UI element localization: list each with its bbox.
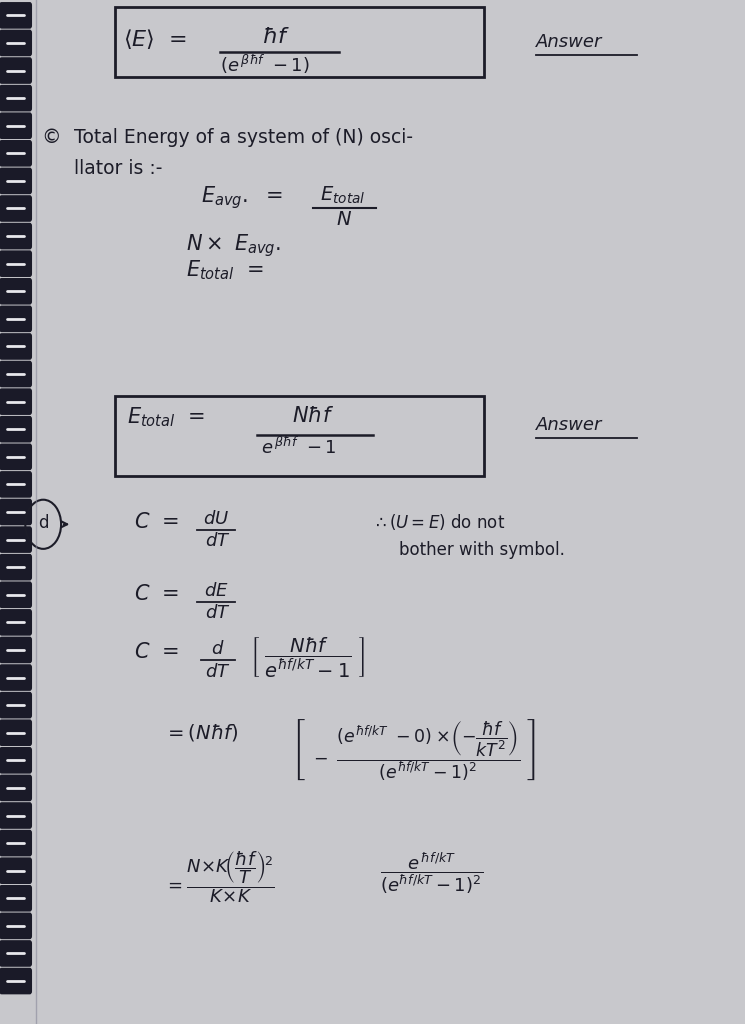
FancyBboxPatch shape — [0, 526, 32, 553]
Text: $E_{total}$: $E_{total}$ — [320, 184, 366, 206]
FancyBboxPatch shape — [0, 333, 32, 359]
Bar — [115, 396, 484, 476]
Text: $= \dfrac{N\!\times\!K\!\left(\dfrac{\hbar f}{T}\right)^{\!2}}{K\!\times\!K}$: $= \dfrac{N\!\times\!K\!\left(\dfrac{\hb… — [164, 850, 275, 905]
Text: $\langle E \rangle$  =: $\langle E \rangle$ = — [123, 27, 187, 50]
Text: $\left[\ -\ \dfrac{(e^{\hbar f/kT}\ -0)\times\!\left(-\dfrac{\hbar f}{kT^2}\righ: $\left[\ -\ \dfrac{(e^{\hbar f/kT}\ -0)\… — [291, 717, 536, 782]
FancyBboxPatch shape — [0, 196, 32, 222]
FancyBboxPatch shape — [0, 885, 32, 911]
Text: bother with symbol.: bother with symbol. — [399, 541, 565, 559]
FancyBboxPatch shape — [0, 582, 32, 608]
Text: $\dfrac{e^{\,\hbar f/kT}}{(e^{\hbar f/kT}-1)^2}$: $\dfrac{e^{\,\hbar f/kT}}{(e^{\hbar f/kT… — [380, 850, 483, 896]
Text: $C$  =: $C$ = — [134, 512, 180, 532]
FancyBboxPatch shape — [0, 554, 32, 581]
Text: $dT$: $dT$ — [205, 532, 230, 551]
Text: $dU$: $dU$ — [203, 510, 229, 528]
Text: Answer: Answer — [536, 33, 603, 51]
Text: $(e^{\,\beta\hbar f}\ -1)$: $(e^{\,\beta\hbar f}\ -1)$ — [220, 53, 309, 77]
FancyBboxPatch shape — [0, 251, 32, 278]
FancyBboxPatch shape — [0, 692, 32, 719]
Text: $\therefore (U = E)$ do not: $\therefore (U = E)$ do not — [372, 512, 506, 532]
FancyBboxPatch shape — [0, 720, 32, 746]
FancyBboxPatch shape — [0, 416, 32, 442]
FancyBboxPatch shape — [0, 85, 32, 112]
Text: Total Energy of a system of (N) osci-: Total Energy of a system of (N) osci- — [74, 128, 413, 147]
FancyBboxPatch shape — [0, 223, 32, 250]
FancyBboxPatch shape — [0, 774, 32, 801]
FancyBboxPatch shape — [0, 912, 32, 939]
Text: $e^{\,\beta\hbar f}\ -1$: $e^{\,\beta\hbar f}\ -1$ — [261, 436, 336, 458]
FancyBboxPatch shape — [0, 748, 32, 774]
Text: $dE$: $dE$ — [203, 582, 229, 600]
FancyBboxPatch shape — [0, 30, 32, 56]
Bar — [115, 7, 484, 77]
Text: $C$  =: $C$ = — [134, 642, 180, 663]
Text: $E_{avg}.$  =: $E_{avg}.$ = — [201, 184, 283, 211]
Text: llator is :-: llator is :- — [74, 159, 163, 178]
FancyBboxPatch shape — [0, 857, 32, 884]
FancyBboxPatch shape — [0, 388, 32, 415]
FancyBboxPatch shape — [0, 140, 32, 167]
FancyBboxPatch shape — [0, 499, 32, 525]
FancyBboxPatch shape — [0, 113, 32, 139]
FancyBboxPatch shape — [0, 443, 32, 470]
FancyBboxPatch shape — [0, 802, 32, 828]
FancyBboxPatch shape — [0, 829, 32, 856]
Text: $= (N\hbar f)$: $= (N\hbar f)$ — [164, 722, 238, 743]
Text: $E_{total}$  =: $E_{total}$ = — [127, 406, 204, 429]
Text: $N\hbar f$: $N\hbar f$ — [292, 406, 334, 426]
Text: $\hbar f$: $\hbar f$ — [261, 27, 290, 47]
Text: $\left[\ \dfrac{N\hbar f}{e^{\hbar f/kT} - 1}\ \right]$: $\left[\ \dfrac{N\hbar f}{e^{\hbar f/kT}… — [250, 635, 364, 679]
Text: $dT$: $dT$ — [205, 604, 230, 623]
Text: d: d — [38, 514, 48, 532]
FancyBboxPatch shape — [0, 471, 32, 498]
Text: $N$: $N$ — [336, 210, 352, 229]
Text: $\copyright$: $\copyright$ — [41, 128, 60, 147]
FancyBboxPatch shape — [0, 305, 32, 332]
Text: Answer: Answer — [536, 416, 603, 434]
FancyBboxPatch shape — [0, 168, 32, 195]
FancyBboxPatch shape — [0, 2, 32, 29]
FancyBboxPatch shape — [0, 278, 32, 304]
Text: $d$: $d$ — [211, 640, 224, 658]
Text: $C$  =: $C$ = — [134, 584, 180, 604]
FancyBboxPatch shape — [0, 637, 32, 664]
Text: $dT$: $dT$ — [205, 663, 230, 681]
Text: $E_{total}$  =: $E_{total}$ = — [186, 258, 264, 282]
FancyBboxPatch shape — [0, 57, 32, 84]
FancyBboxPatch shape — [0, 968, 32, 994]
FancyBboxPatch shape — [0, 665, 32, 691]
Text: $N \times\ E_{avg}.$: $N \times\ E_{avg}.$ — [186, 232, 282, 259]
FancyBboxPatch shape — [0, 609, 32, 636]
FancyBboxPatch shape — [0, 360, 32, 387]
FancyBboxPatch shape — [0, 940, 32, 967]
